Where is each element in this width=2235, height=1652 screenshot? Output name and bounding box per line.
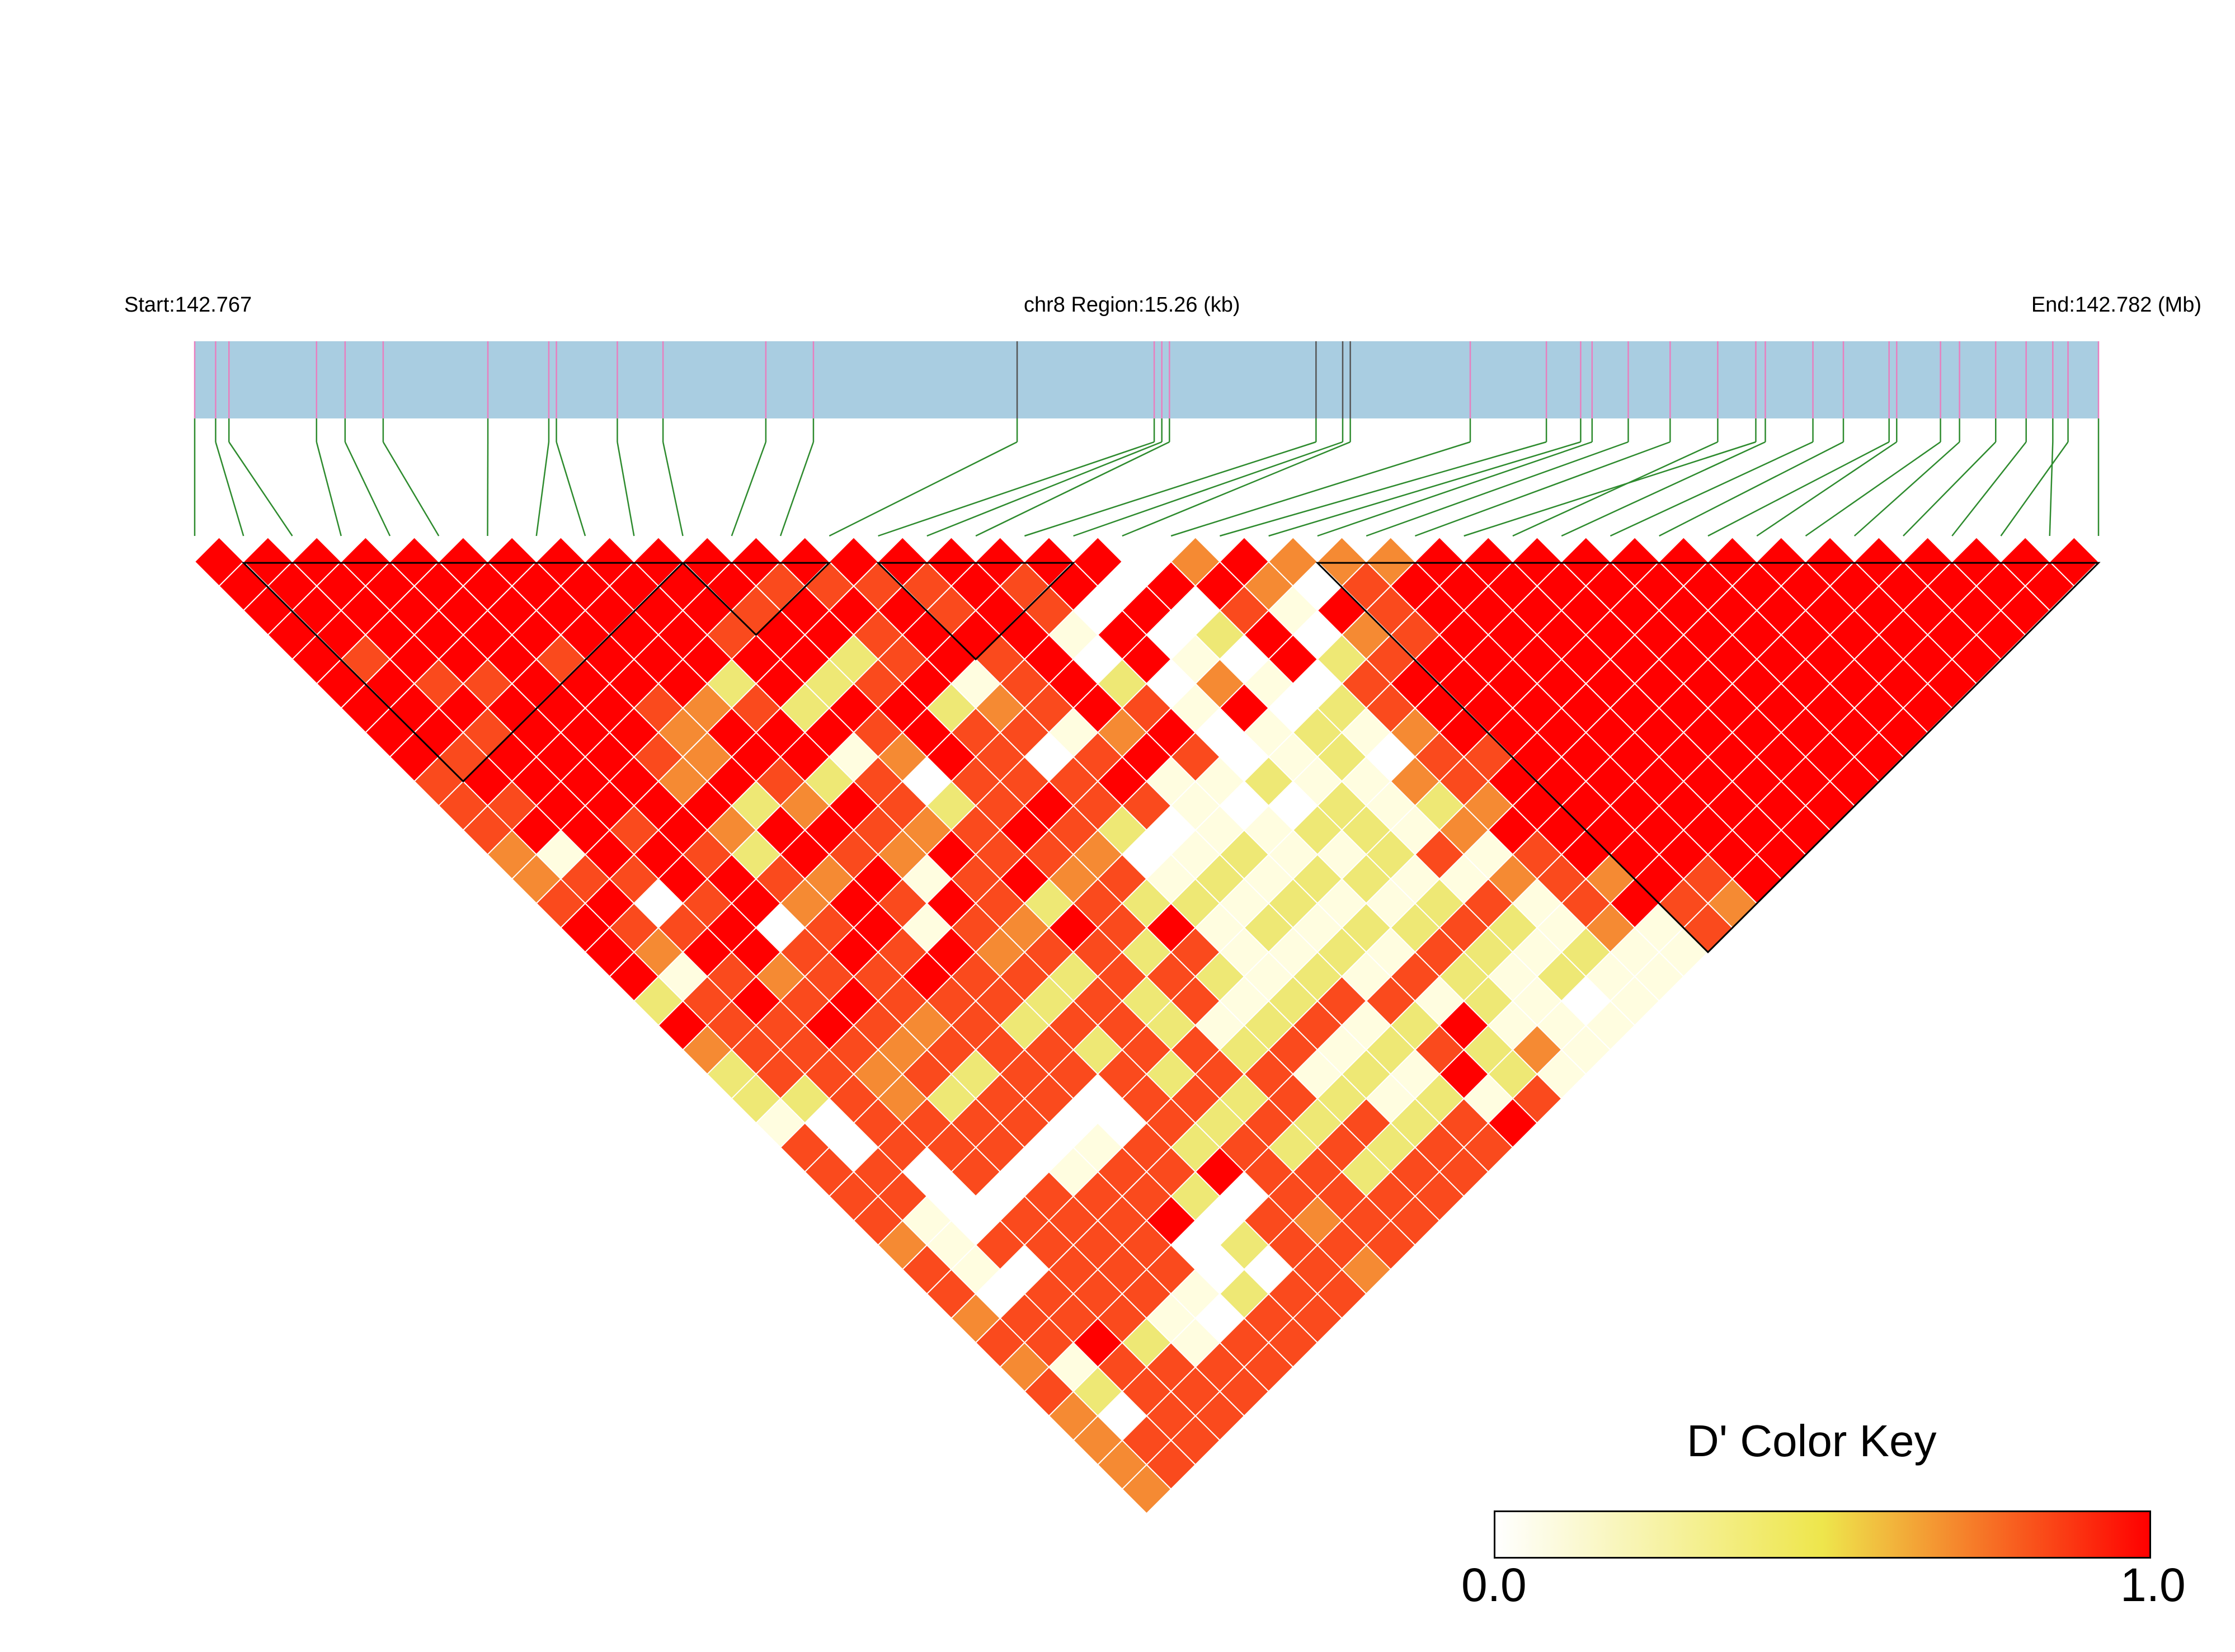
snp-connector (1464, 441, 1756, 537)
ld-cells (194, 536, 2100, 1514)
snp-connector (1268, 441, 1581, 537)
snp-connector (1317, 441, 1593, 537)
snp-connector (228, 441, 293, 536)
snp-connector (1903, 441, 1997, 536)
snp-connector (1220, 441, 1547, 537)
snp-connector (316, 441, 342, 536)
ld-cell (1121, 1463, 1172, 1514)
snp-ticks (194, 341, 2100, 418)
ld-block-outlines (241, 562, 2101, 954)
region-size-label: chr8 Region:15.26 (kb) (1024, 293, 1240, 317)
snp-connector (617, 441, 635, 536)
snp-connector (1756, 441, 1897, 537)
region-start-label: Start:142.767 (124, 293, 252, 317)
region-end-label: End:142.782 (Mb) (2031, 293, 2201, 317)
snp-connector (344, 441, 391, 536)
snp-connector (1122, 441, 1351, 537)
ld-block-outline (241, 562, 685, 783)
snp-connector (556, 441, 586, 536)
snp-connector (1414, 441, 1671, 537)
snp-connector (878, 441, 1155, 537)
color-key-gradient-bar (1494, 1510, 2151, 1559)
snp-connector (1951, 441, 2027, 536)
snp-connector (829, 441, 1018, 537)
snp-connector (382, 441, 440, 536)
ld-block-outline (876, 562, 1076, 661)
color-key-min-label: 0.0 (1461, 1559, 1527, 1611)
snp-connector (2049, 441, 2054, 536)
snp-connector (975, 441, 1170, 537)
ld-block-outline (1315, 562, 2101, 954)
snp-connector (1707, 441, 1890, 537)
snp-connector (1805, 441, 1941, 537)
snp-connector (1659, 441, 1844, 537)
snp-connector (662, 441, 684, 536)
chromosome-track (195, 341, 2098, 418)
snp-connector (1073, 441, 1343, 537)
snp-connector (1170, 441, 1471, 537)
snp-connector (1512, 441, 1718, 537)
snp-connector (1024, 441, 1316, 537)
snp-connector (779, 441, 815, 536)
snp-connector (1366, 441, 1629, 537)
snp-connector (1853, 441, 1960, 536)
snp-connector (731, 441, 767, 536)
snp-connector (215, 441, 244, 536)
color-key-title: D' Color Key (1687, 1416, 1937, 1466)
ld-block-outline (680, 562, 831, 636)
snp-connector (1561, 441, 1766, 537)
snp-connectors (194, 418, 2100, 537)
snp-connector (1610, 441, 1814, 537)
snp-connector (926, 441, 1163, 537)
snp-connector (535, 441, 550, 536)
snp-connector (2000, 441, 2069, 536)
color-key-max-label: 1.0 (2120, 1559, 2186, 1611)
